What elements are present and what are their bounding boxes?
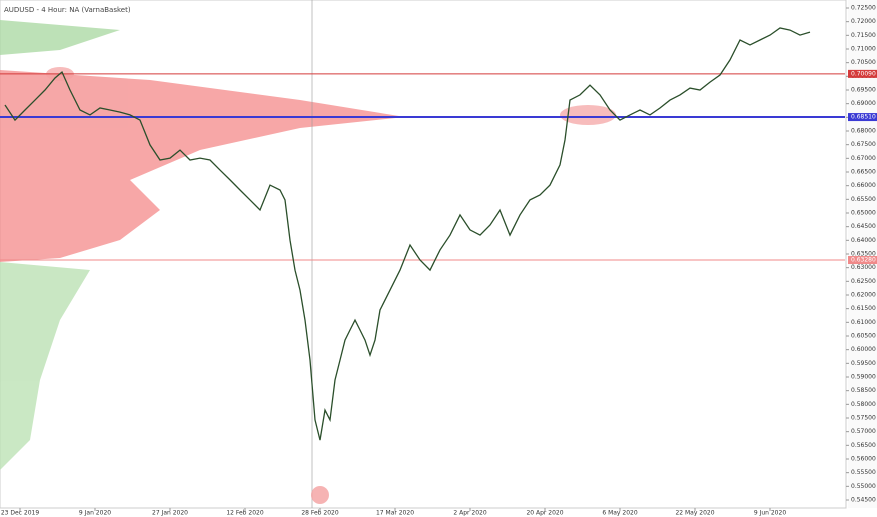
x-tick-label: 9 Jan 2020 [79, 510, 111, 517]
y-tick-label: 0.57000 [851, 428, 876, 435]
y-tick-label: 0.60000 [851, 346, 876, 353]
y-tick-label: 0.67500 [851, 141, 876, 148]
y-tick-label: 0.72500 [851, 5, 876, 12]
highlight [311, 486, 329, 504]
x-tick-label: 22 May 2020 [675, 510, 714, 517]
x-tick-label: 6 May 2020 [602, 510, 637, 517]
y-tick-label: 0.58500 [851, 387, 876, 394]
level-tag [848, 69, 877, 78]
level-label: 0.70090 [851, 70, 876, 77]
y-tick-label: 0.65000 [851, 210, 876, 217]
y-tick-label: 0.61000 [851, 319, 876, 326]
x-tick-label: 17 Mar 2020 [376, 510, 414, 517]
y-tick-label: 0.66000 [851, 182, 876, 189]
y-tick-label: 0.59000 [851, 374, 876, 381]
y-tick-label: 0.63500 [851, 251, 876, 258]
y-tick-label: 0.56500 [851, 442, 876, 449]
y-tick-label: 0.54500 [851, 497, 876, 504]
y-tick-label: 0.66500 [851, 169, 876, 176]
y-tick-label: 0.59500 [851, 360, 876, 367]
y-tick-label: 0.55500 [851, 469, 876, 476]
y-tick-label: 0.68000 [851, 128, 876, 135]
price-line [4, 27, 811, 441]
y-tick-label: 0.62500 [851, 278, 876, 285]
y-tick-label: 0.64000 [851, 237, 876, 244]
x-tick-label: 28 Feb 2020 [301, 510, 339, 517]
y-tick-label: 0.58000 [851, 401, 876, 408]
y-tick-label: 0.56000 [851, 456, 876, 463]
level-tag [848, 113, 877, 122]
y-tick-label: 0.60500 [851, 333, 876, 340]
y-tick-label: 0.72000 [851, 18, 876, 25]
x-tick-label: 2 Apr 2020 [453, 510, 486, 517]
x-tick-label: 20 Apr 2020 [526, 510, 563, 517]
y-tick-label: 0.61500 [851, 305, 876, 312]
chart-title: AUDUSD - 4 Hour: NA (VarnaBasket) [4, 6, 131, 14]
y-tick-label: 0.71500 [851, 32, 876, 39]
x-tick-label: 9 Jun 2020 [754, 510, 786, 517]
y-tick-label: 0.64500 [851, 223, 876, 230]
x-tick-label: 12 Feb 2020 [226, 510, 264, 517]
y-tick-label: 0.67000 [851, 155, 876, 162]
y-tick-label: 0.62000 [851, 292, 876, 299]
y-tick-label: 0.55000 [851, 483, 876, 490]
y-tick-label: 0.69500 [851, 87, 876, 94]
profile-low [0, 262, 90, 470]
y-tick-label: 0.71000 [851, 46, 876, 53]
y-tick-label: 0.65500 [851, 196, 876, 203]
x-tick-label: 23 Dec 2019 [1, 510, 40, 517]
y-tick-label: 0.70500 [851, 59, 876, 66]
profile-top [0, 20, 120, 55]
y-tick-label: 0.57500 [851, 415, 876, 422]
level-label: 0.68510 [851, 114, 876, 121]
level-tag [848, 256, 877, 265]
x-tick-label: 27 Jan 2020 [152, 510, 188, 517]
highlight [560, 105, 616, 125]
price-axis [848, 0, 877, 508]
level-label: 0.63280 [851, 257, 876, 264]
y-tick-label: 0.63000 [851, 264, 876, 271]
y-tick-label: 0.69000 [851, 100, 876, 107]
